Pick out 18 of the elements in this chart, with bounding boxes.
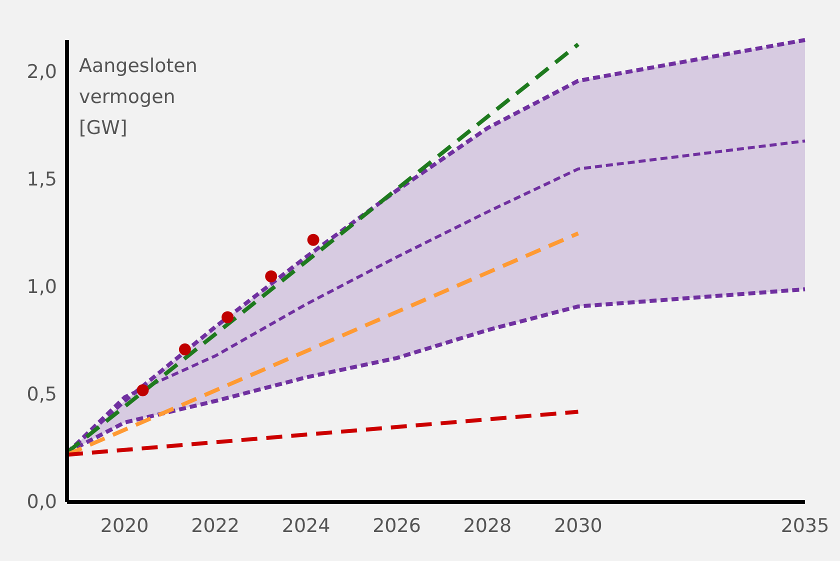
point [265,270,278,282]
y-tick-label: 1,5 [26,168,57,191]
point [222,311,234,324]
x-tick-label: 2022 [191,515,240,537]
point [136,384,149,396]
y-tick-label: 0,5 [26,384,57,406]
y-tick-label: 2,0 [26,61,57,84]
y-tick-label: 1,0 [26,276,57,298]
x-tick-label: 2035 [780,515,830,537]
x-tick-label: 2028 [463,515,512,537]
point [307,234,320,246]
y-axis-title: Aangesloten vermogen [GW] [79,55,198,139]
x-tick-label: 2020 [100,515,149,537]
y-tick-label: 0,0 [26,491,57,513]
x-tick-label: 2030 [554,515,602,537]
point [178,343,191,356]
x-tick-label: 2026 [372,515,421,537]
x-tick-label: 2024 [282,515,330,537]
